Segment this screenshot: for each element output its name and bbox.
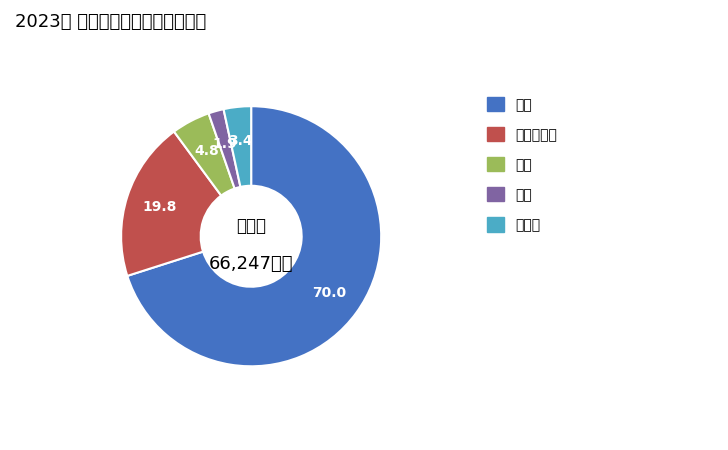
Text: 2023年 輸出相手国のシェア（％）: 2023年 輸出相手国のシェア（％） [15,14,206,32]
Text: 19.8: 19.8 [143,200,177,214]
Wedge shape [209,109,240,189]
Legend: 中国, デンマーク, 韓国, 台湾, その他: 中国, デンマーク, 韓国, 台湾, その他 [488,97,557,232]
Wedge shape [174,113,234,196]
Text: 総　額: 総 額 [236,216,266,234]
Wedge shape [121,131,221,276]
Text: 3.4: 3.4 [229,134,253,148]
Text: 1.9: 1.9 [213,137,237,151]
Text: 70.0: 70.0 [312,286,346,300]
Text: 4.8: 4.8 [194,144,218,158]
Wedge shape [127,106,381,366]
Wedge shape [223,106,251,187]
Text: 66,247万円: 66,247万円 [209,255,293,273]
